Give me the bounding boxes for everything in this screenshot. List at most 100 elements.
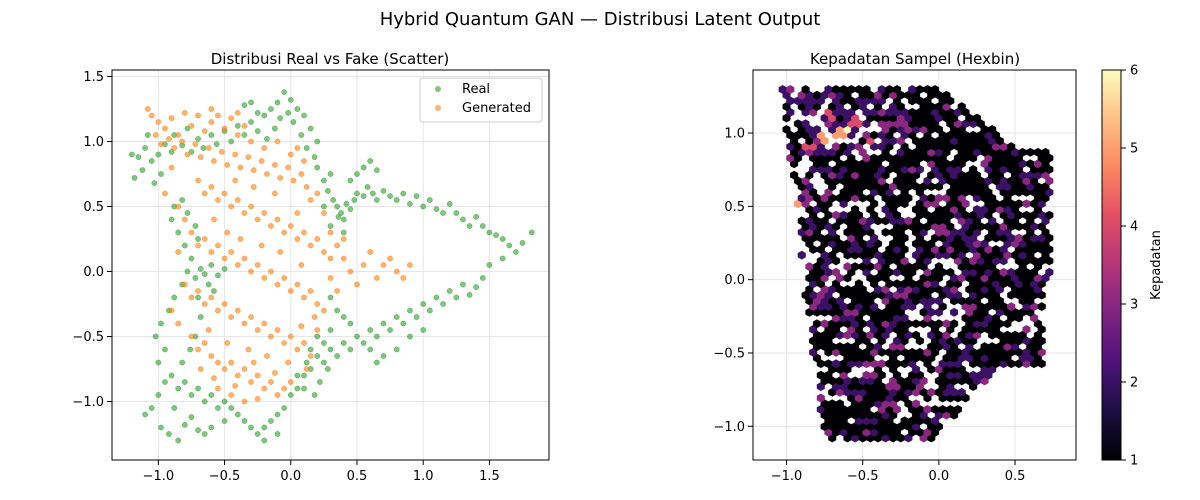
point-real [347,320,354,327]
scatter-x-tick-label: 1.0 [413,469,434,484]
point-real [340,216,347,223]
hexbin-cell [972,205,981,214]
point-generated [268,268,274,275]
point-generated [327,229,334,236]
point-real [201,271,208,277]
point-generated [208,106,215,112]
point-real [321,177,327,184]
point-real [188,392,195,398]
hexbin-x-tick-label: 0.0 [929,469,950,484]
hexbin-cell [832,85,841,94]
point-generated [272,370,278,376]
point-real [151,180,158,186]
point-real [228,138,235,145]
hexbin-frame [752,69,1077,461]
point-generated [208,119,215,125]
point-real [364,184,371,190]
point-real [221,266,228,272]
hexbin-x-tick-label: −0.5 [847,469,879,484]
point-real [373,333,380,340]
hexbin-cell [797,250,806,260]
hexbin-cell [923,405,932,414]
point-generated [211,158,217,164]
point-real [380,188,387,194]
point-real [158,320,164,327]
point-generated [181,281,188,288]
point-real [426,307,433,314]
point-real [347,177,354,184]
scatter-y-tick-label: 0.0 [83,265,104,280]
point-generated [232,151,239,158]
point-generated [311,314,318,320]
point-real [393,346,400,353]
point-real [513,249,519,255]
hexbin-cell [816,370,825,380]
point-real [188,149,195,155]
hexbin-cell [801,85,810,94]
point-real [301,372,307,379]
hexbin-y-tick-label: 1.0 [724,127,745,142]
point-real [519,240,526,246]
point-generated [245,154,252,160]
point-real [325,188,331,194]
hexbin-cell [797,216,806,226]
point-real [208,132,215,138]
point-real [314,138,321,145]
point-real [248,99,254,106]
point-real [175,437,182,444]
point-generated [175,320,182,327]
point-real [373,167,380,173]
point-real [387,193,393,199]
point-generated [234,132,241,138]
hexbin-cell [832,359,841,369]
point-real [446,201,453,207]
point-generated [201,128,208,134]
point-real [327,327,334,333]
point-generated [148,112,155,119]
point-real [327,294,334,301]
point-generated [261,210,268,216]
point-real [354,171,360,177]
point-real [367,346,374,353]
point-real [338,210,344,216]
point-generated [195,112,201,119]
point-generated [254,327,261,333]
hexbin-cell [980,342,989,352]
hexbin-cell [782,125,791,134]
point-real [155,392,162,398]
point-real [413,193,420,199]
point-generated [158,141,164,147]
point-generated [241,398,248,405]
scatter-y-tick-label: 1.5 [83,70,104,85]
point-real [221,398,228,405]
point-generated [258,242,265,249]
point-real [460,216,466,223]
point-real [241,102,248,108]
point-real [486,262,493,268]
hexbin-cell [915,347,924,357]
point-generated [294,210,301,216]
point-generated [221,301,228,307]
point-real [294,372,301,379]
point-real [321,203,327,210]
hexbin-x-tick-label: 0.5 [1005,469,1026,484]
point-generated [264,171,270,177]
legend-label-generated: Generated [462,101,531,116]
point-generated [301,340,307,346]
point-real [184,125,191,132]
point-generated [215,359,221,366]
point-real [301,112,307,119]
point-generated [340,255,347,262]
hexbin-cell [957,102,966,112]
point-generated [175,132,182,138]
point-real [407,307,413,314]
colorbar-ticks: 1 2 3 4 5 6 [1121,64,1138,469]
scatter-grid [112,70,549,460]
hexbin-cell [839,85,848,94]
point-real [175,385,182,392]
point-real [479,275,486,281]
scatter-x-tick-label: 0.0 [280,469,301,484]
hexbin-cell [912,319,921,329]
hexbin-cell [812,90,822,100]
hexbin-cell [908,107,917,117]
